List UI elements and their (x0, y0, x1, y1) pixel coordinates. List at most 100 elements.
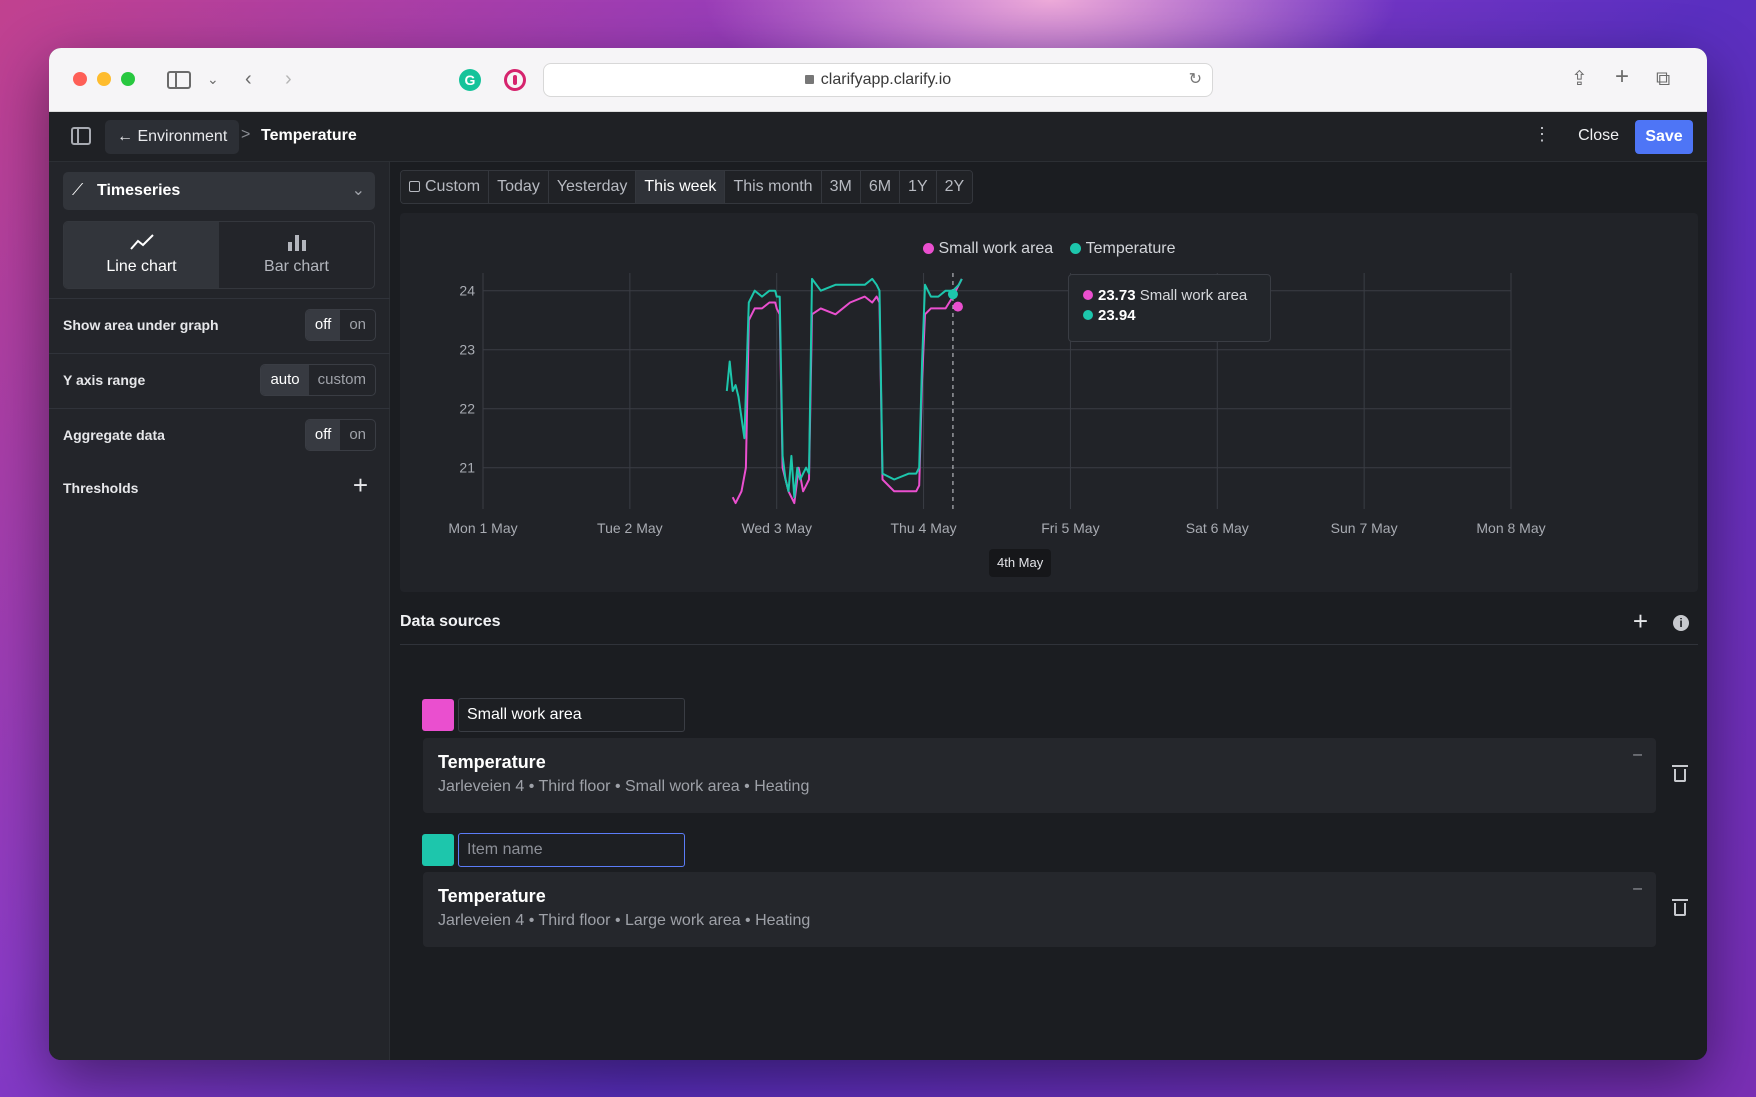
range-option-label: 6M (868, 178, 892, 195)
close-window-button[interactable] (73, 72, 87, 86)
tooltip-dot (1083, 290, 1093, 300)
range-option[interactable]: 2Y (936, 171, 973, 203)
add-data-source-button[interactable]: + (1632, 606, 1648, 636)
data-source-path: Jarleveien 4 • Third floor • Large work … (438, 912, 811, 929)
chevron-down-icon: ⌄ (351, 182, 365, 199)
range-option[interactable]: This week (636, 171, 726, 203)
legend-item[interactable]: Temperature (1069, 240, 1176, 258)
aggregate-off-option[interactable]: off (305, 420, 341, 450)
setting-label: Y axis range (63, 372, 146, 388)
bar-chart-label: Bar chart (264, 258, 329, 275)
back-arrow-icon[interactable]: ‹ (245, 68, 252, 90)
data-source-path: Jarleveien 4 • Third floor • Small work … (438, 778, 810, 795)
setting-label: Thresholds (63, 480, 139, 496)
browser-toolbar: ⌄ ‹ › G clarifyapp.clarify.io ↻ ⇪ + ⧉ (49, 48, 1707, 112)
x-tick-label: Mon 8 May (1476, 520, 1545, 536)
series-color-swatch[interactable] (422, 699, 454, 731)
save-button[interactable]: Save (1635, 120, 1693, 154)
address-bar[interactable]: clarifyapp.clarify.io ↻ (543, 63, 1213, 97)
legend-dot (1069, 243, 1081, 254)
trash-icon[interactable] (1672, 765, 1688, 782)
lock-icon (804, 75, 814, 84)
tooltip-value: 23.94 (1098, 307, 1136, 324)
aggregate-data-setting: Aggregate data off on (49, 408, 390, 462)
aggregate-on-option[interactable]: on (349, 426, 366, 443)
range-option[interactable]: 6M (860, 171, 901, 203)
add-threshold-button[interactable]: + (352, 470, 368, 500)
tab-overview-icon[interactable]: ⧉ (1656, 68, 1671, 90)
legend-label: Temperature (1085, 240, 1176, 257)
legend-label: Small work area (938, 240, 1054, 257)
hover-point (947, 289, 958, 300)
bar-chart-option[interactable]: Bar chart (219, 222, 374, 288)
line-chart-option[interactable]: Line chart (64, 222, 219, 288)
area-off-option[interactable]: off (305, 310, 341, 340)
series-name-input[interactable]: Small work area (458, 698, 685, 732)
y-axis-custom-option[interactable]: custom (317, 371, 366, 388)
range-option[interactable]: Yesterday (548, 171, 637, 203)
breadcrumb-back-button[interactable]: ← Environment (105, 120, 240, 154)
data-source-card[interactable]: Temperature Jarleveien 4 • Third floor •… (423, 872, 1656, 947)
area-toggle: off on (304, 309, 376, 341)
range-option-label: Custom (425, 178, 481, 195)
new-tab-icon[interactable]: + (1615, 63, 1630, 90)
y-axis-toggle: auto custom (260, 364, 376, 396)
visualization-select[interactable]: ⟋ Timeseries ⌄ (63, 172, 375, 210)
bar-chart-icon (219, 232, 374, 254)
range-option[interactable]: 3M (821, 171, 861, 203)
range-option[interactable]: Custom (401, 171, 490, 203)
thresholds-setting: Thresholds + (49, 462, 390, 516)
forward-arrow-icon[interactable]: › (285, 68, 292, 90)
minimize-window-button[interactable] (97, 72, 111, 86)
range-option-label: This month (733, 178, 813, 195)
more-options-icon[interactable]: ⋮ (1533, 124, 1551, 144)
chart-tooltip: 23.73 Small work area 23.94 (1068, 274, 1271, 342)
range-option[interactable]: Today (489, 171, 549, 203)
line-chart[interactable]: Mon 1 May Tue 2 May Wed 3 May Thu 4 May Fri … (400, 213, 1698, 592)
sidebar-toggle-icon[interactable] (167, 71, 191, 89)
reload-icon[interactable]: ↻ (1188, 71, 1202, 88)
visualization-value: Timeseries (97, 182, 181, 199)
series-color-swatch[interactable] (422, 834, 454, 866)
x-tick-label: Fri 5 May (1041, 520, 1099, 536)
area-on-option[interactable]: on (349, 316, 366, 333)
tooltip-series: Small work area (1139, 287, 1248, 304)
range-option[interactable]: 1Y (900, 171, 937, 203)
line-chart-icon (64, 232, 219, 254)
grammarly-extension-icon[interactable]: G (459, 69, 481, 91)
browser-window: ⌄ ‹ › G clarifyapp.clarify.io ↻ ⇪ + ⧉ ← … (49, 48, 1707, 1060)
series-name-input[interactable]: Item name (458, 833, 685, 867)
x-tick-label: Sat 6 May (1186, 520, 1249, 536)
data-source-title: Temperature (438, 886, 546, 906)
setting-label: Show area under graph (63, 317, 219, 333)
collapse-icon[interactable]: – (1633, 880, 1642, 897)
close-button[interactable]: Close (1578, 127, 1619, 144)
info-icon[interactable]: i (1673, 615, 1689, 631)
hover-point (952, 301, 963, 312)
setting-label: Aggregate data (63, 427, 165, 443)
zoom-window-button[interactable] (121, 72, 135, 86)
main-content: Custom Today Yesterday This week This month 3… (391, 162, 1707, 1060)
password-manager-extension-icon[interactable] (504, 69, 526, 91)
time-range-selector: Custom Today Yesterday This week This month 3… (400, 170, 974, 204)
x-tick-label: Thu 4 May (891, 520, 957, 536)
line-chart-label: Line chart (106, 258, 177, 275)
tooltip-row: 23.73 Small work area (1083, 287, 1256, 307)
chevron-down-icon[interactable]: ⌄ (207, 71, 219, 87)
x-tick-label: Sun 7 May (1331, 520, 1398, 536)
range-option-label: This week (644, 178, 717, 195)
panel-toggle-icon[interactable] (71, 127, 91, 145)
url-text: clarifyapp.clarify.io (820, 71, 952, 88)
legend-dot (922, 243, 934, 254)
y-axis-auto-option[interactable]: auto (261, 365, 309, 395)
range-option[interactable]: This month (725, 171, 822, 203)
collapse-icon[interactable]: – (1633, 746, 1642, 763)
legend-item[interactable]: Small work area (922, 240, 1054, 258)
breadcrumb-separator: > (241, 126, 251, 143)
chart-legend: Small work area Temperature (400, 240, 1698, 258)
trash-icon[interactable] (1672, 899, 1688, 916)
app-header: ← Environment > Temperature ⋮ Close Save (49, 112, 1707, 162)
share-icon[interactable]: ⇪ (1571, 68, 1588, 90)
data-source-card[interactable]: Temperature Jarleveien 4 • Third floor •… (423, 738, 1656, 813)
x-tick-label: Tue 2 May (597, 520, 663, 536)
